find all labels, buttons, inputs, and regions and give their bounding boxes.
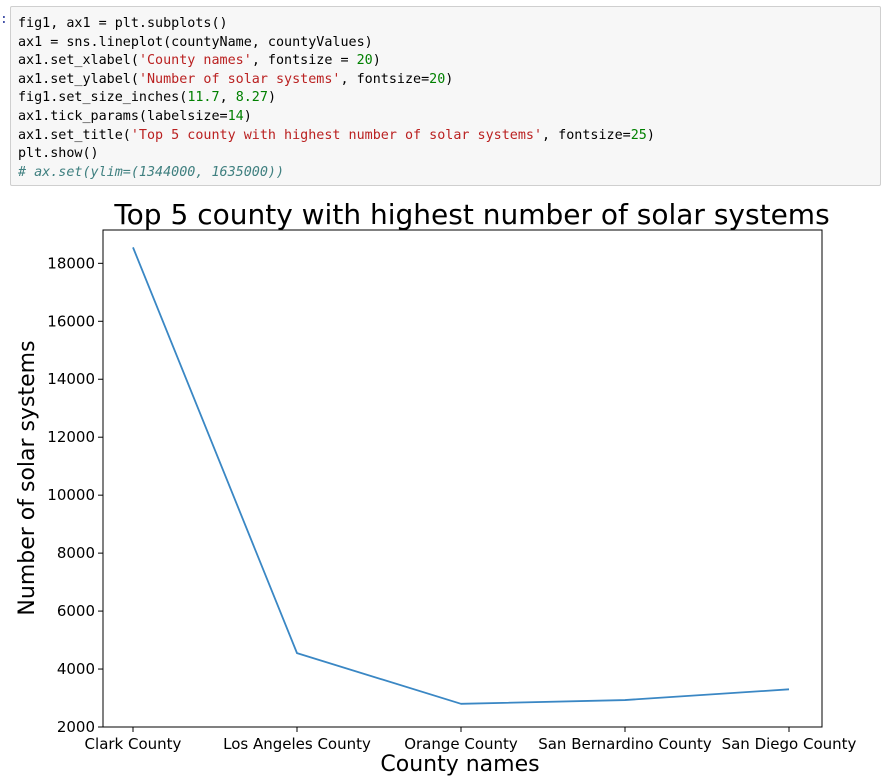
code-token: ) xyxy=(445,71,454,87)
plot-frame xyxy=(102,229,823,728)
y-tick-label: 2000 xyxy=(57,718,95,736)
code-cell[interactable]: fig1, ax1 = plt.subplots() ax1 = sns.line… xyxy=(10,6,881,186)
code-token: ) xyxy=(372,53,381,69)
x-axis-label: County names xyxy=(380,752,539,777)
code-token: 'County names' xyxy=(138,53,252,69)
code-token: , fontsize= xyxy=(542,127,631,143)
code-line: # ax.set(ylim=(1344000, 1635000)) xyxy=(18,164,880,183)
code-line: ax1.set_title('Top 5 county with highest… xyxy=(18,127,880,146)
y-tick-label: 4000 xyxy=(57,660,95,678)
line-chart: Top 5 county with highest number of sola… xyxy=(0,190,883,779)
code-token: ax1.tick_params(labelsize= xyxy=(18,108,228,124)
y-tick-label: 14000 xyxy=(47,370,95,388)
code-token: fig1.set_size_inches( xyxy=(18,90,188,106)
code-token: ax1.set_ylabel( xyxy=(18,71,139,87)
code-token: # ax.set(ylim=(1344000, 1635000)) xyxy=(18,164,285,180)
code-line: ax1.tick_params(labelsize=14) xyxy=(18,108,880,127)
code-token: ) xyxy=(267,90,276,106)
x-tick-label: Clark County xyxy=(85,735,182,753)
y-tick-label: 8000 xyxy=(57,544,95,562)
code-line: ax1.set_ylabel('Number of solar systems'… xyxy=(18,71,880,90)
code-token: ) xyxy=(243,108,252,124)
code-line: fig1.set_size_inches(11.7, 8.27) xyxy=(18,89,880,108)
y-axis-label: Number of solar systems xyxy=(15,340,40,615)
code-token: 14 xyxy=(227,108,244,124)
y-tick-label: 12000 xyxy=(47,428,95,446)
code-token: 20 xyxy=(356,53,373,69)
code-token: , fontsize = xyxy=(251,53,357,69)
code-token: ) xyxy=(646,127,655,143)
y-tick-label: 10000 xyxy=(47,486,95,504)
code-token: 'Number of solar systems' xyxy=(138,71,341,87)
code-token: 25 xyxy=(630,127,647,143)
code-token: 11.7 xyxy=(187,90,220,106)
x-tick-label: San Diego County xyxy=(722,735,857,753)
y-tick-label: 6000 xyxy=(57,602,95,620)
code-token: fig1, ax1 = plt.subplots() xyxy=(18,16,228,31)
code-token: , fontsize= xyxy=(340,71,430,87)
chart-title: Top 5 county with highest number of sola… xyxy=(113,198,829,231)
series-line xyxy=(132,247,790,705)
code-line: ax1.set_xlabel('County names', fontsize … xyxy=(18,52,880,71)
code-token: 'Top 5 county with highest number of sol… xyxy=(130,127,543,143)
y-tick-label: 16000 xyxy=(47,312,95,330)
code-token: plt.show() xyxy=(18,146,99,162)
code-token: 20 xyxy=(429,71,446,87)
code-line: fig1, ax1 = plt.subplots() xyxy=(18,15,880,34)
code-token: 8.27 xyxy=(235,90,268,106)
code-token: ax1.set_xlabel( xyxy=(18,53,139,69)
cell-prompt: : xyxy=(0,12,8,26)
x-tick-label: Orange County xyxy=(404,735,518,753)
code-token: ax1 = sns.lineplot(countyName, countyVal… xyxy=(18,34,373,50)
code-line: ax1 = sns.lineplot(countyName, countyVal… xyxy=(18,34,880,53)
x-tick-label: Los Angeles County xyxy=(223,735,371,753)
code-token: , xyxy=(219,90,236,106)
code-line: plt.show() xyxy=(18,145,880,164)
x-tick-label: San Bernardino County xyxy=(538,735,712,753)
chart-svg: Top 5 county with highest number of sola… xyxy=(15,198,857,777)
y-tick-label: 18000 xyxy=(47,254,95,272)
code-token: ax1.set_title( xyxy=(18,127,131,143)
